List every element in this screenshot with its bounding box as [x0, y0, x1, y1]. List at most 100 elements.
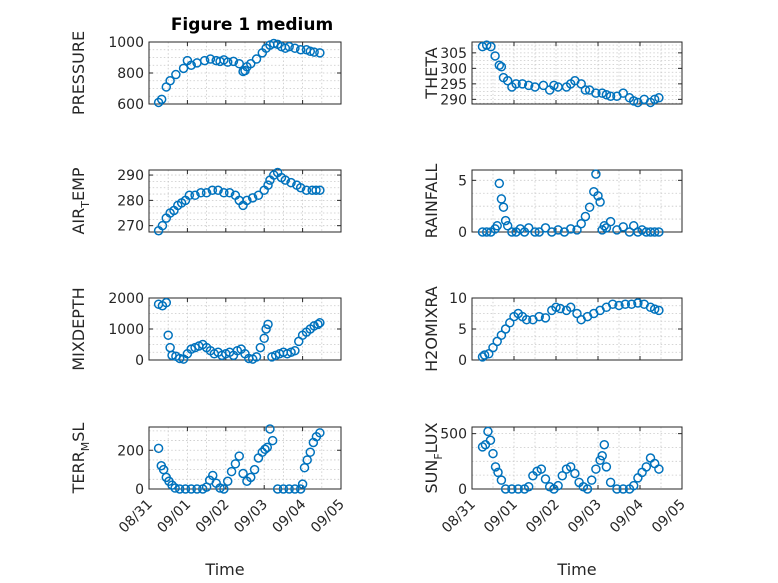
data-point	[230, 459, 241, 469]
y-tick-label: 300	[440, 61, 467, 77]
y-axis-label-subscript: T	[79, 201, 92, 209]
data-point	[614, 300, 624, 311]
data-point	[190, 190, 200, 201]
data-point	[521, 314, 532, 325]
data-point	[582, 484, 593, 494]
y-tick-label: 305	[440, 46, 467, 62]
data-point	[486, 41, 496, 52]
data-point	[481, 227, 492, 237]
data-point	[295, 45, 306, 55]
data-point	[628, 96, 639, 106]
data-point	[607, 299, 618, 309]
y-axis-label-main: H2OMIXRA	[422, 286, 441, 372]
data-point	[530, 227, 540, 237]
data-point	[178, 63, 189, 74]
data-point	[618, 484, 628, 494]
data-point	[174, 484, 185, 494]
data-point	[234, 58, 244, 69]
y-axis-label-main: RAINFALL	[422, 164, 441, 239]
data-point	[260, 444, 270, 455]
data-point	[272, 484, 283, 494]
y-axis-label-subscript: M	[79, 442, 92, 452]
data-point	[565, 224, 576, 234]
data-point	[201, 188, 212, 198]
data-point	[242, 195, 252, 206]
data-point	[192, 484, 202, 494]
data-point	[199, 55, 210, 66]
data-point	[301, 185, 312, 195]
data-point	[597, 451, 607, 461]
y-tick-label: 800	[117, 66, 144, 82]
y-tick-label: 280	[117, 193, 144, 209]
data-point	[570, 468, 580, 479]
data-point	[284, 484, 294, 494]
data-point	[549, 80, 559, 91]
data-point	[305, 447, 316, 457]
data-point	[601, 462, 612, 472]
data-point	[511, 79, 521, 89]
axes-frame	[148, 169, 342, 233]
data-point	[479, 350, 490, 360]
data-point	[251, 352, 262, 362]
data-point	[595, 455, 605, 465]
data-point	[295, 484, 306, 494]
data-point	[295, 182, 306, 193]
data-point	[290, 345, 300, 356]
data-point	[224, 188, 235, 198]
data-point	[628, 480, 639, 491]
axes-frame	[471, 426, 683, 490]
data-point	[153, 443, 164, 454]
y-tick-label: 5	[458, 322, 467, 338]
y-axis-label-main: SUN	[422, 460, 441, 494]
data-point	[207, 185, 218, 195]
data-point	[251, 54, 262, 64]
data-point	[565, 462, 576, 472]
data-point	[215, 483, 225, 493]
data-point	[222, 476, 233, 486]
data-point	[207, 470, 218, 481]
data-point	[599, 439, 610, 450]
data-point	[180, 484, 191, 494]
data-point	[483, 426, 493, 437]
y-tick-label: 5	[458, 173, 467, 189]
data-point	[649, 94, 660, 105]
figure-title: Figure 1 medium	[171, 15, 333, 35]
data-point	[267, 435, 278, 446]
y-tick-label: 200	[117, 443, 144, 459]
data-point	[213, 185, 223, 195]
data-point	[186, 484, 196, 494]
data-point	[641, 462, 652, 472]
data-point	[605, 477, 616, 488]
axes-frame	[471, 169, 683, 233]
data-point	[555, 303, 565, 314]
data-point	[280, 175, 291, 185]
y-axis-label-suffix: LUX	[422, 422, 441, 453]
data-point	[496, 62, 507, 72]
y-tick-label: 600	[117, 97, 144, 113]
data-point	[222, 57, 233, 67]
data-point	[305, 46, 316, 57]
axes-frame	[148, 426, 342, 490]
data-point	[654, 227, 664, 237]
data-point	[523, 482, 534, 492]
data-point	[584, 202, 595, 212]
data-point	[490, 51, 500, 61]
data-point	[167, 350, 177, 361]
data-point	[597, 88, 607, 98]
y-tick-label: 2000	[108, 291, 144, 307]
data-point	[253, 190, 264, 201]
data-point	[557, 470, 568, 481]
data-point	[618, 88, 628, 98]
data-point	[576, 218, 586, 229]
data-point	[246, 58, 256, 69]
y-axis-label: H2OMIXRA	[422, 286, 441, 372]
y-tick-label: 0	[458, 353, 467, 369]
data-point	[205, 54, 216, 64]
data-point	[580, 211, 591, 222]
y-tick-label: 500	[440, 427, 467, 443]
data-point	[315, 318, 325, 328]
x-axis-label: Time	[556, 560, 596, 579]
data-point	[540, 313, 551, 323]
data-point	[302, 455, 312, 465]
